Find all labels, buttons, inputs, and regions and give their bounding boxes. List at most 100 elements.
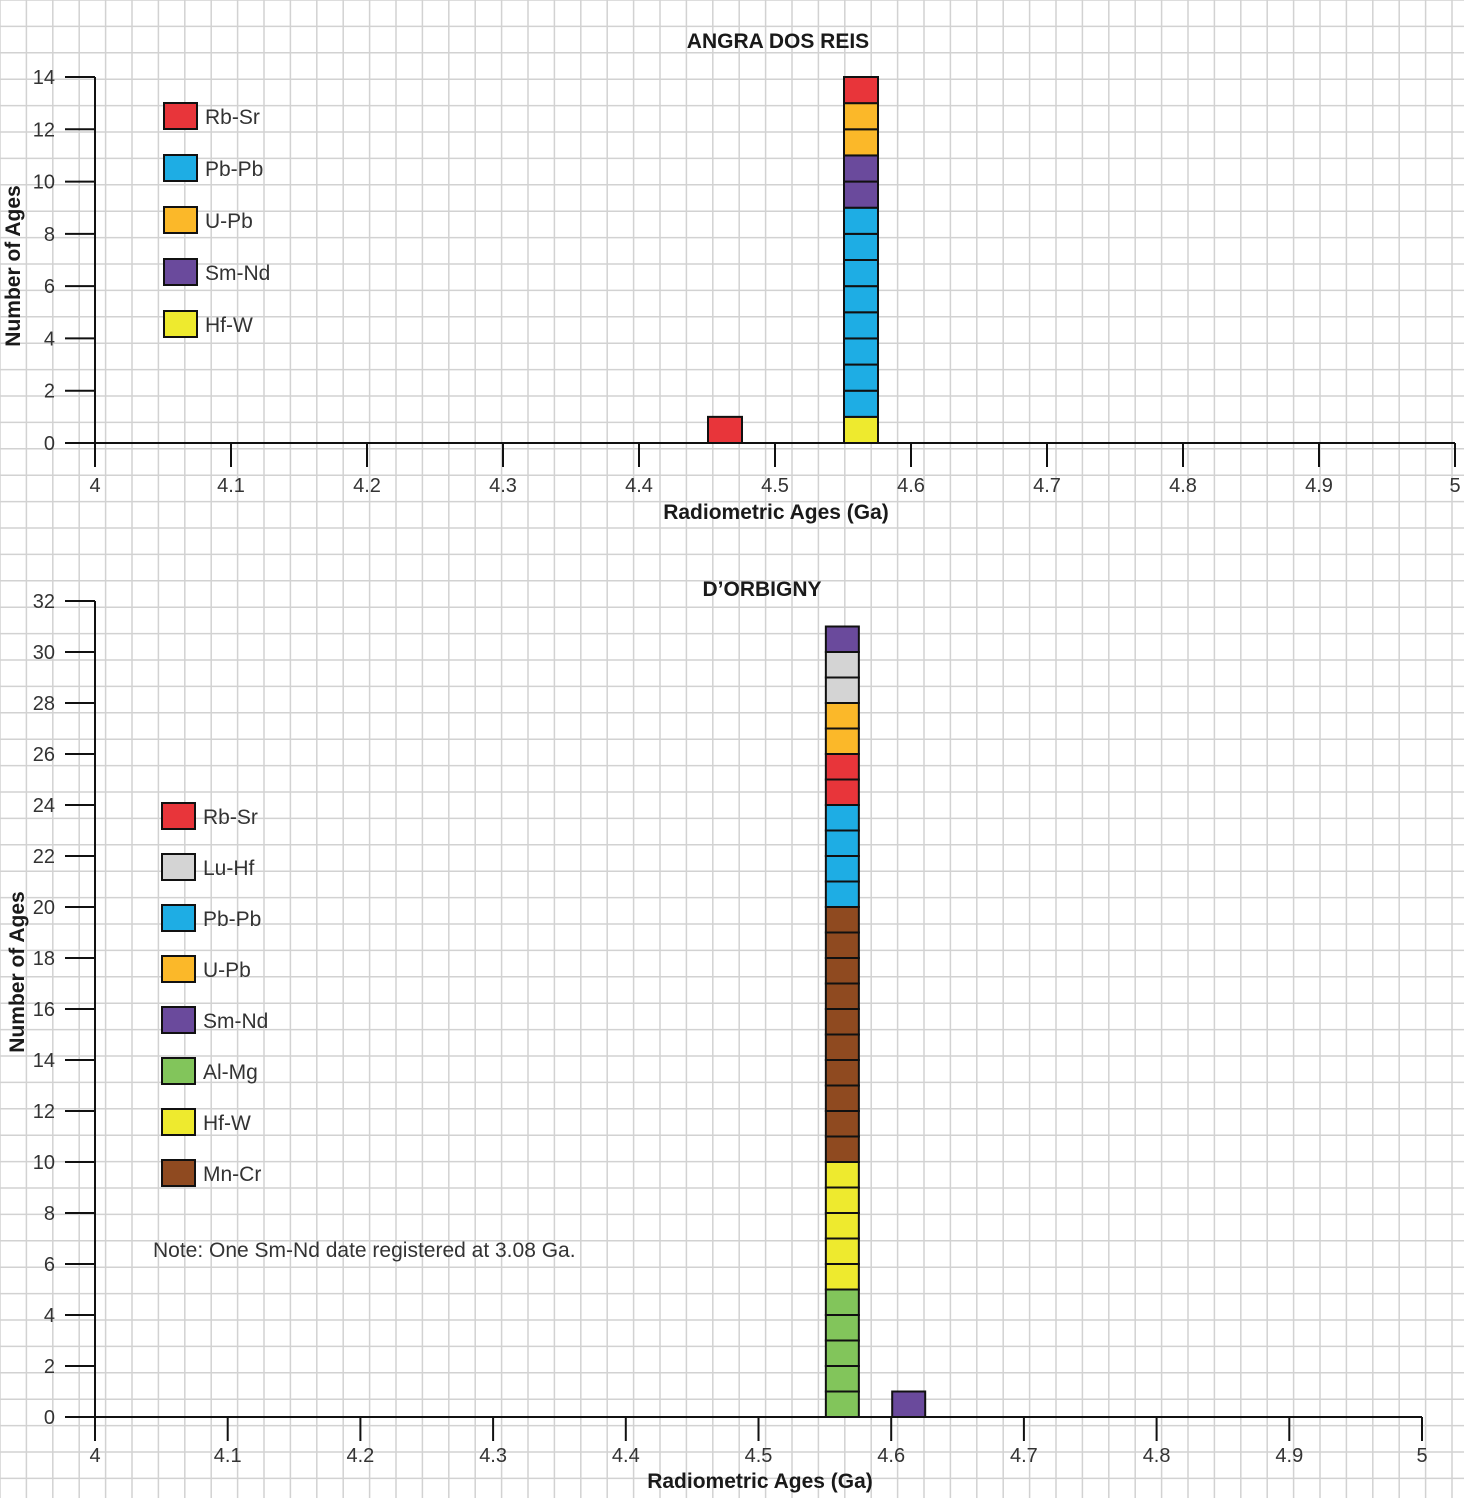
y-tick-label: 26 (33, 744, 55, 766)
y-tick-label: 10 (33, 172, 55, 194)
y-tick-label: 12 (33, 119, 55, 141)
bar-unit-rb-sr (843, 76, 879, 105)
bar-unit-pb-pb (843, 389, 879, 418)
bar-unit-hf-w (843, 415, 879, 445)
chart-angra-dos-reis: ANGRA DOS REIS Radiometric Ages (Ga) Num… (2, 30, 1461, 524)
x-tick-label: 4.5 (761, 475, 789, 497)
x-tick-label: 4 (89, 1445, 100, 1467)
bars (707, 76, 879, 445)
y-tick-label: 0 (44, 433, 55, 455)
bar-unit-mn-cr (824, 931, 860, 959)
bar-unit-al-mg (824, 1339, 860, 1367)
x-tick-label: 4.8 (1143, 1445, 1171, 1467)
legend-label: Pb-Pb (203, 908, 261, 931)
legend-label: Hf-W (205, 314, 253, 337)
bar-unit-sm-nd (891, 1390, 927, 1418)
legend-label: Lu-Hf (203, 857, 255, 880)
y-tick-label: 0 (44, 1407, 55, 1429)
legend-label: Rb-Sr (205, 106, 260, 129)
bar-unit-hf-w (824, 1263, 860, 1291)
bar-unit-al-mg (824, 1365, 860, 1393)
bar-unit-hf-w (824, 1186, 860, 1214)
x-axis-label: Radiometric Ages (Ga) (663, 501, 889, 524)
x-tick-label: 4 (89, 475, 100, 497)
bar-unit-pb-pb (843, 206, 879, 235)
legend-label: Sm-Nd (205, 262, 270, 285)
bars (824, 625, 927, 1418)
bar-unit-u-pb (824, 702, 860, 730)
bar-unit-pb-pb (843, 232, 879, 262)
y-tick-label: 6 (44, 276, 55, 298)
legend-label: Sm-Nd (203, 1010, 268, 1033)
bar-unit-al-mg (824, 1288, 860, 1316)
legend-label: Al-Mg (203, 1061, 258, 1084)
x-tick-label: 4.8 (1169, 475, 1197, 497)
x-tick-label: 4.3 (489, 475, 517, 497)
bar-unit-rb-sr (707, 415, 743, 445)
x-tick-label: 4.9 (1305, 475, 1333, 497)
legend-swatch-hf-w (163, 310, 198, 338)
x-tick-label: 4.3 (479, 1445, 507, 1467)
y-tick-label: 30 (33, 642, 55, 664)
bar-unit-pb-pb (843, 363, 879, 392)
bar-unit-mn-cr (824, 906, 860, 934)
bar-unit-pb-pb (843, 259, 879, 288)
bar-unit-mn-cr (824, 957, 860, 985)
legend-swatch-hf-w (161, 1108, 196, 1136)
bar-unit-pb-pb (843, 337, 879, 366)
x-tick-label: 4.6 (877, 1445, 905, 1467)
x-tick-label: 4.5 (745, 1445, 773, 1467)
legend-swatch-rb-sr (163, 102, 198, 130)
legend-label: U-Pb (205, 210, 253, 233)
y-tick-label: 8 (44, 1203, 55, 1225)
x-tick-label: 4.4 (612, 1445, 640, 1467)
legend-swatch-mn-cr (161, 1159, 196, 1187)
x-tick-label: 4.2 (346, 1445, 374, 1467)
x-tick-label: 4.4 (625, 475, 653, 497)
legend-label: Rb-Sr (203, 806, 258, 829)
y-tick-label: 14 (33, 67, 55, 89)
x-tick-label: 4.2 (353, 475, 381, 497)
bar-unit-pb-pb (824, 804, 860, 832)
bar-unit-pb-pb (824, 880, 860, 908)
legend-swatch-u-pb (163, 206, 198, 234)
chart-title: ANGRA DOS REIS (687, 30, 869, 53)
legend-label: Mn-Cr (203, 1163, 261, 1186)
y-tick-label: 12 (33, 1101, 55, 1123)
legend-swatch-al-mg (161, 1057, 196, 1085)
legend-label: Pb-Pb (205, 158, 263, 181)
chart-title: D’ORBIGNY (702, 578, 821, 601)
bar-unit-sm-nd (843, 180, 879, 209)
legend-swatch-rb-sr (161, 802, 196, 830)
bar-unit-rb-sr (824, 753, 860, 781)
bar-unit-hf-w (824, 1161, 860, 1189)
x-tick-label: 4.6 (897, 475, 925, 497)
y-axis-label: Number of Ages (6, 891, 29, 1052)
y-tick-label: 4 (44, 1305, 55, 1327)
bar-unit-al-mg (824, 1314, 860, 1342)
axes: 4 4.1 4.2 4.3 4.4 4.5 4.6 4.7 4.8 4.9 502468101214… (33, 591, 1428, 1467)
bar-unit-mn-cr (824, 982, 860, 1010)
bar-unit-al-mg (824, 1390, 860, 1418)
x-tick-label: 5 (1449, 475, 1460, 497)
bar-unit-lu-hf (824, 651, 860, 679)
y-tick-label: 18 (33, 948, 55, 970)
bar-unit-pb-pb (843, 311, 879, 340)
legend-swatch-u-pb (161, 955, 196, 983)
y-tick-label: 2 (44, 1356, 55, 1378)
bar-unit-u-pb (824, 727, 860, 755)
x-axis-label: Radiometric Ages (Ga) (647, 1470, 873, 1493)
legend-label: U-Pb (203, 959, 251, 982)
legend-swatch-pb-pb (161, 904, 196, 932)
bar-unit-mn-cr (824, 1008, 860, 1036)
x-tick-label: 4.7 (1033, 475, 1061, 497)
bar-unit-sm-nd (843, 154, 879, 183)
bar-unit-sm-nd (824, 625, 860, 653)
bar-unit-hf-w (824, 1237, 860, 1265)
x-tick-label: 5 (1416, 1445, 1427, 1467)
bar-unit-pb-pb (824, 855, 860, 883)
y-axis-label: Number of Ages (2, 185, 25, 346)
y-tick-label: 32 (33, 591, 55, 613)
